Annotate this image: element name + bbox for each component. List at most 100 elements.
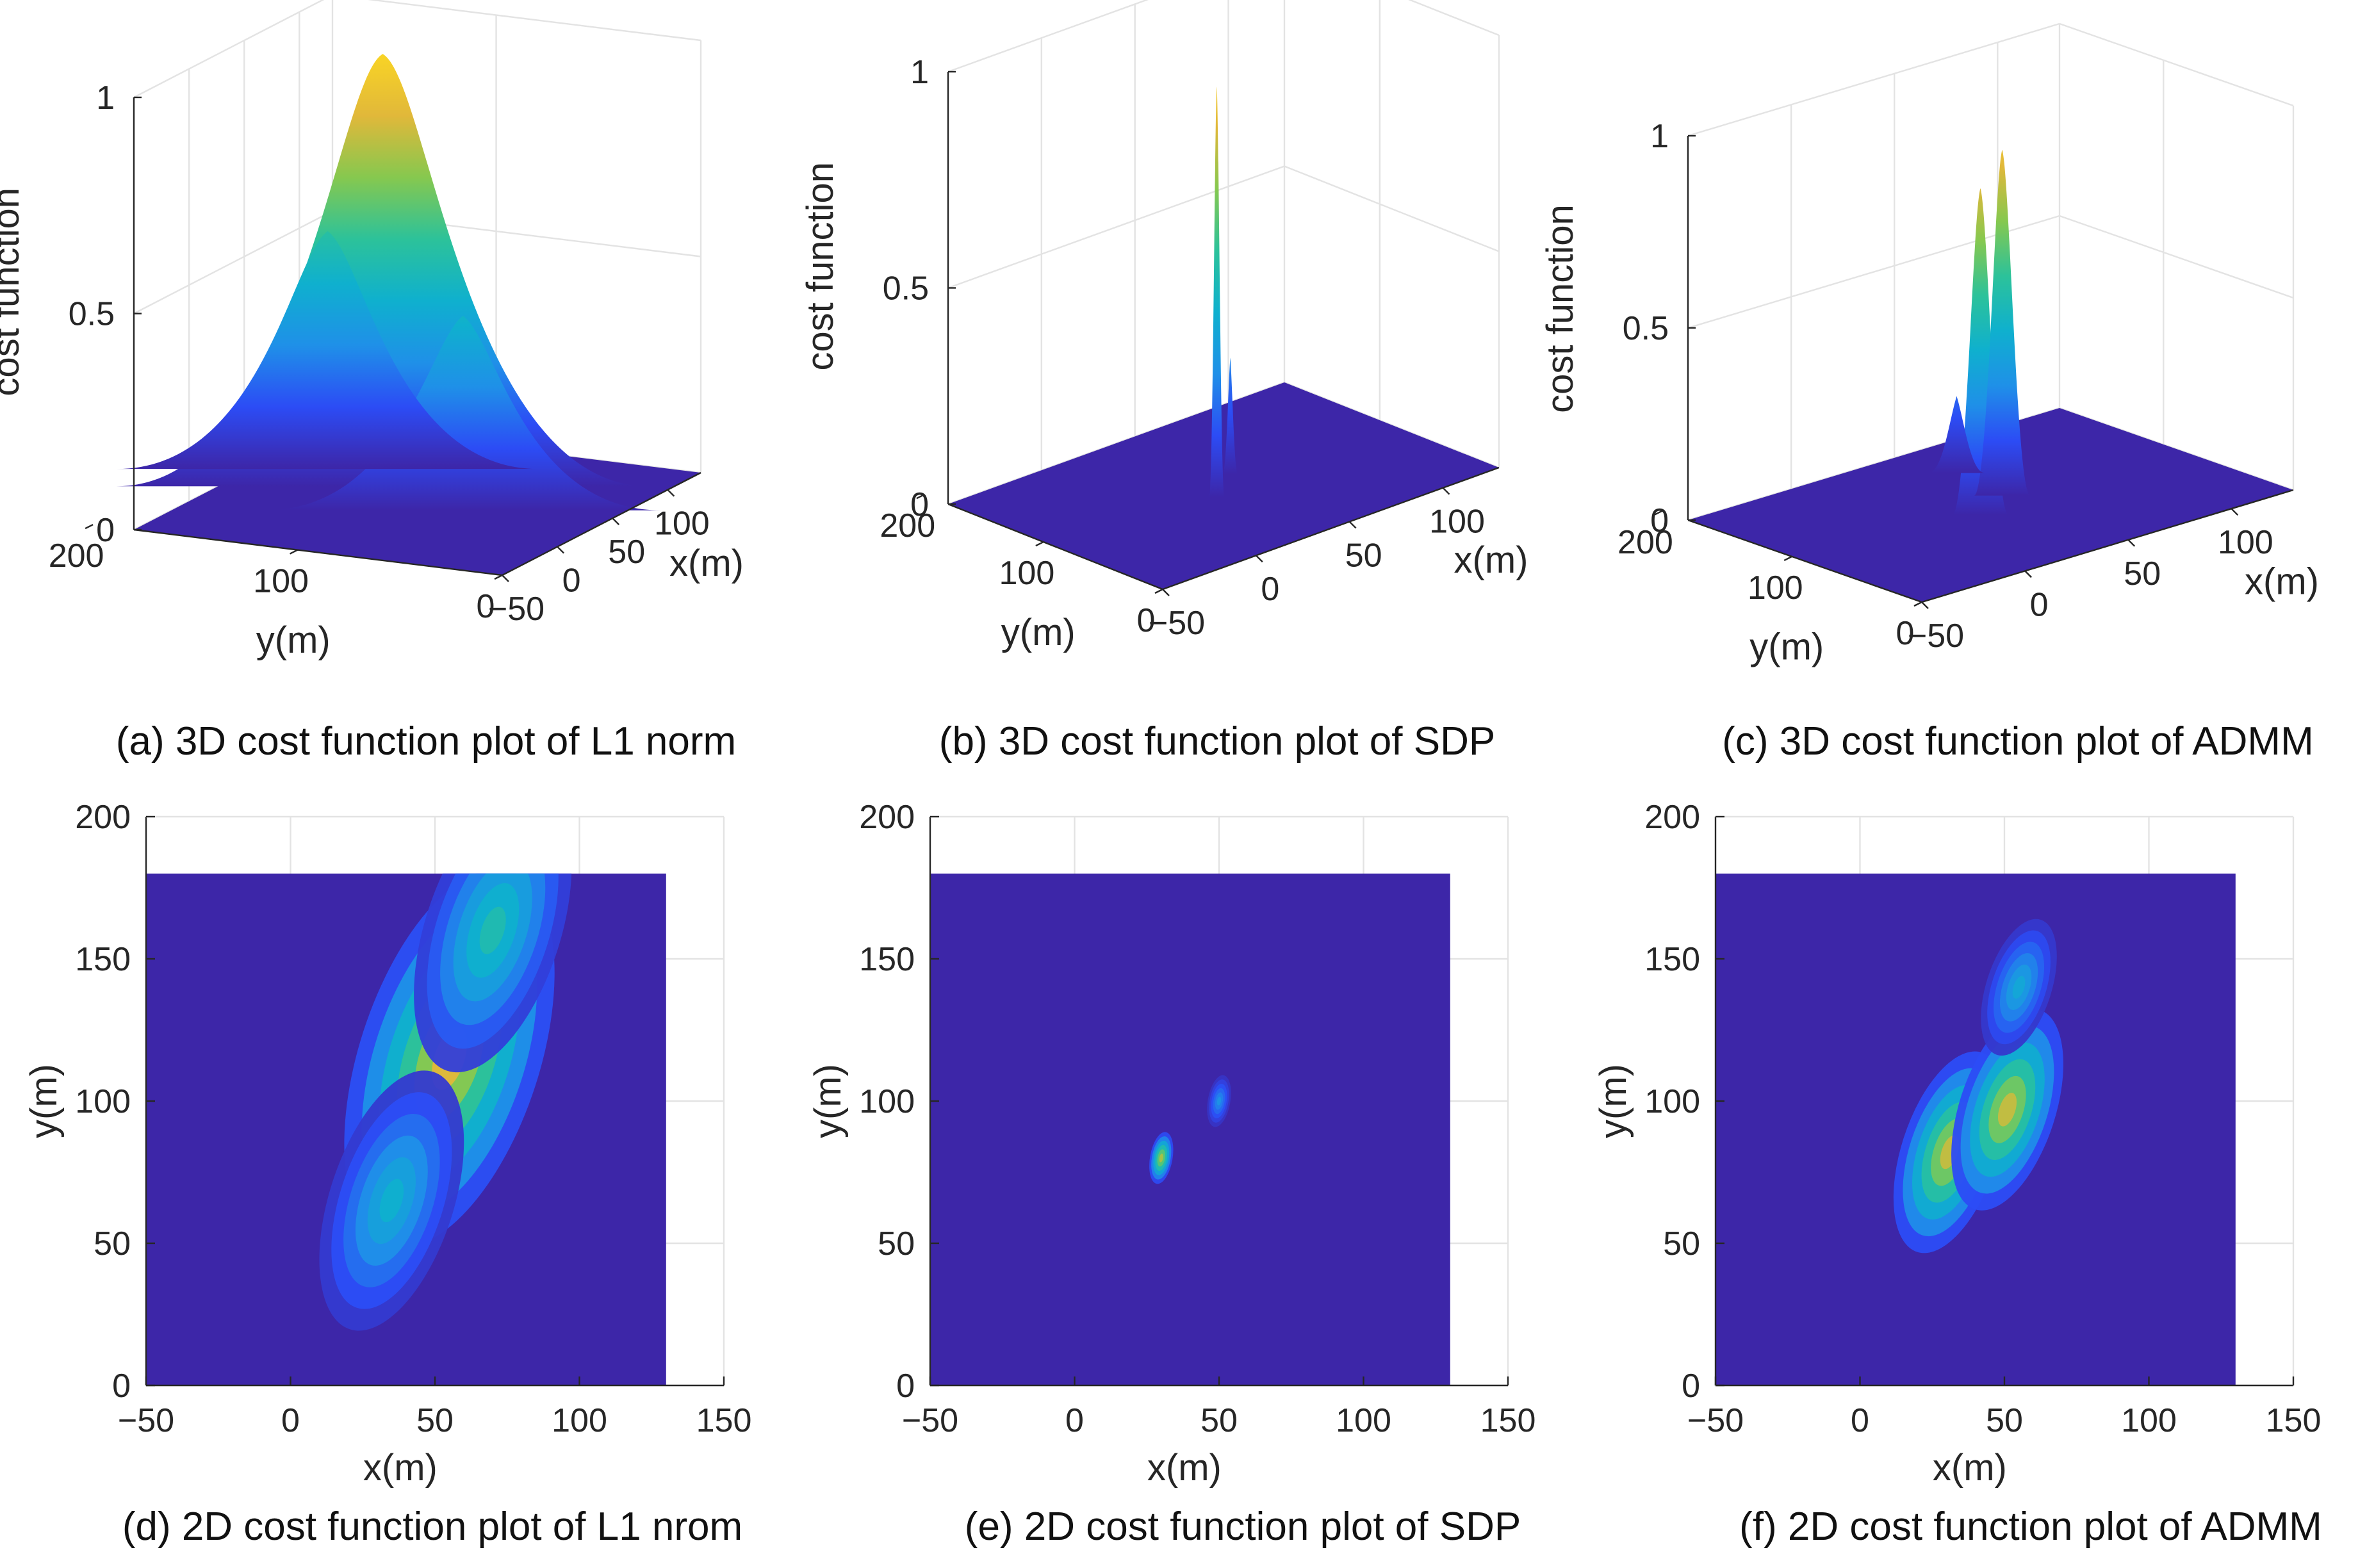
x-tick [1442, 487, 1450, 495]
y-tick-label: 50 [1663, 1225, 1700, 1262]
caption-b: (b) 3D cost function plot of SDP [939, 719, 1495, 764]
wall-gridline [1284, 165, 1500, 252]
z-tick-label: 0 [1650, 502, 1669, 539]
y-tick-label: 100 [999, 555, 1055, 592]
y-tick-label: 100 [1748, 569, 1803, 607]
y-tick [290, 549, 299, 555]
z-axis-label: cost function [0, 188, 27, 396]
surface-peak [1928, 396, 1985, 473]
x-tick-label: 50 [1345, 537, 1382, 574]
wall-gridline [947, 165, 1285, 289]
surface-peak [1209, 86, 1225, 498]
x-tick-label: 100 [654, 505, 710, 543]
heatmap-blobs [1893, 919, 2063, 1254]
y-tick [1653, 510, 1662, 516]
x-tick-label: 100 [2121, 1402, 2177, 1439]
surface-peak [1222, 357, 1238, 475]
x-tick-label: 100 [1336, 1402, 1391, 1439]
heatmap-peak-contour [1159, 1154, 1163, 1163]
x-tick-label: 0 [562, 562, 581, 600]
y-tick-label: 0 [1137, 602, 1156, 639]
x-tick [2024, 570, 2032, 578]
heatmap-blobs [319, 873, 572, 1331]
x-tick-label: 100 [2218, 524, 2273, 561]
z-tick-label: 1 [1650, 118, 1669, 155]
surface-peak [1974, 149, 2031, 496]
y-tick-label: 100 [1644, 1083, 1700, 1120]
y-axis [1687, 519, 1922, 603]
x-tick-label: 150 [1480, 1402, 1536, 1439]
y-tick [85, 524, 94, 530]
caption-d: (d) 2D cost function plot of L1 nrom [122, 1505, 742, 1549]
y-tick [1913, 601, 1922, 607]
y-tick [1783, 555, 1792, 561]
y-tick-label: 150 [75, 941, 131, 978]
x-tick-label: 100 [552, 1402, 607, 1439]
x-tick-label: 0 [2030, 586, 2049, 623]
x-tick-label: −50 [902, 1402, 958, 1439]
x-tick [1162, 589, 1170, 596]
caption-f: (f) 2D cost function plot of ADMM [1739, 1505, 2322, 1549]
y-tick-label: 50 [94, 1225, 131, 1262]
y-axis [133, 528, 503, 576]
wall-gridline [1408, 0, 1500, 37]
x-tick-label: 0 [1261, 571, 1279, 608]
y-tick-label: 0 [1896, 615, 1915, 652]
x-tick [2231, 508, 2239, 516]
heatmap-background [930, 873, 1450, 1385]
x-tick-label: 150 [2266, 1402, 2322, 1439]
x-tick [1255, 555, 1263, 563]
heatmap-peak [1951, 1008, 2063, 1211]
z-tick-label: 1 [96, 79, 115, 117]
heatmap-peak-contour [379, 1179, 404, 1223]
x-tick [502, 575, 509, 582]
wall-gridline [367, 0, 701, 42]
z-tick-label: 1 [910, 54, 929, 91]
x-tick-label: 50 [1986, 1402, 2023, 1439]
wall-gridline [947, 0, 1149, 73]
y-axis-label: y(m) [807, 1064, 849, 1138]
caption-e: (e) 2D cost function plot of SDP [965, 1505, 1521, 1549]
heatmap-peak-contour [2012, 976, 2026, 999]
z-tick-label: 0 [910, 486, 929, 523]
y-axis-label: y(m) [1749, 626, 1824, 668]
y-axis [947, 503, 1163, 591]
y-tick [1154, 588, 1163, 594]
z-axis-label: cost function [1539, 204, 1581, 413]
heatmap-peak-contour [479, 906, 506, 954]
y-tick-label: 150 [859, 941, 915, 978]
y-tick [494, 574, 503, 580]
x-axis-label: x(m) [1454, 539, 1528, 581]
caption-a: (a) 3D cost function plot of L1 norm [116, 719, 736, 764]
x-tick-label: 0 [1065, 1402, 1084, 1439]
y-axis-label: y(m) [1001, 612, 1076, 653]
wall-gridline [2059, 22, 2294, 107]
x-tick-label: 50 [1200, 1402, 1238, 1439]
x-tick-label: 50 [416, 1402, 454, 1439]
caption-c: (c) 3D cost function plot of ADMM [1722, 719, 2313, 764]
x-tick-label: −50 [118, 1402, 174, 1439]
y-tick-label: 0 [1682, 1368, 1700, 1405]
y-tick-label: 0 [477, 588, 495, 625]
x-tick-label: 50 [2124, 555, 2161, 592]
y-tick [916, 494, 925, 500]
x-tick-label: −50 [488, 591, 545, 628]
y-tick-label: 100 [253, 563, 309, 600]
x-tick [2127, 539, 2136, 547]
x-axis-label: x(m) [363, 1447, 438, 1489]
x-tick [557, 546, 564, 554]
x-tick-label: 50 [608, 534, 645, 571]
z-tick-label: 0.5 [1623, 310, 1669, 347]
surface-peak [116, 231, 539, 470]
surface-floor [948, 382, 1499, 589]
wall-gridline [133, 0, 325, 99]
x-axis-label: x(m) [1147, 1447, 1222, 1489]
y-tick-label: 50 [878, 1225, 915, 1262]
z-tick-label: 0.5 [69, 296, 115, 333]
